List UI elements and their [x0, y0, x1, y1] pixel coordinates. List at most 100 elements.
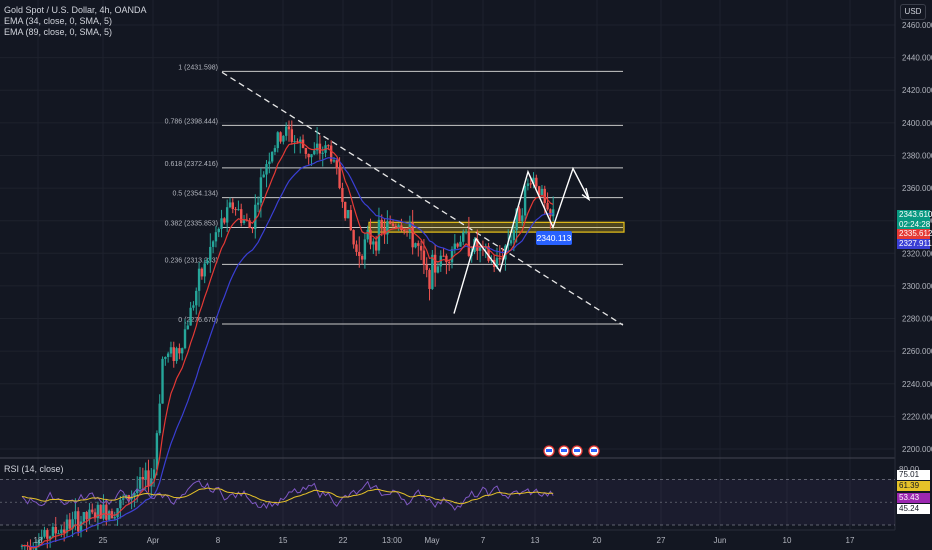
candle-body — [287, 126, 291, 130]
candle-body — [43, 530, 46, 537]
candle-body — [138, 476, 142, 489]
candle-body — [270, 151, 274, 162]
candle-body — [248, 220, 251, 229]
candle-body — [99, 504, 102, 519]
event-flag — [591, 449, 597, 452]
candle-body — [495, 258, 499, 268]
candle-body — [543, 188, 546, 203]
time-tick-label: 17 — [846, 536, 855, 545]
rsi-pane — [0, 478, 895, 526]
candle-body — [200, 268, 204, 277]
rsi-title[interactable]: RSI (14, close) — [4, 464, 64, 474]
candle-body — [329, 145, 333, 162]
candle-body — [388, 221, 392, 224]
candle-body — [498, 258, 501, 260]
candle-body — [453, 243, 457, 250]
price-tick-label: 2380.000 — [902, 151, 932, 160]
candle-body — [332, 160, 336, 162]
candle-body — [29, 546, 32, 550]
descending-trendline[interactable] — [221, 71, 624, 326]
rsi-line — [21, 480, 554, 511]
chart-legend: Gold Spot / U.S. Dollar, 4h, OANDA EMA (… — [4, 5, 147, 38]
candle-body — [335, 160, 338, 169]
candle-body — [532, 177, 535, 184]
candle-body — [105, 504, 108, 520]
fibonacci-retracement[interactable]: 1 (2431.598) 0.786 (2398.444) 0.618 (2372.… — [165, 64, 623, 325]
candle-body — [529, 183, 532, 185]
candle-body — [526, 183, 530, 186]
event-flag — [574, 449, 580, 452]
candle-body — [276, 132, 279, 149]
candle-body — [448, 262, 451, 264]
candle-body — [436, 266, 440, 273]
candle-body — [141, 476, 145, 480]
candle-body — [374, 241, 378, 251]
price-tick-label: 2200.000 — [902, 445, 932, 454]
candle-body — [299, 139, 302, 143]
ema-89-tag: 2327.911 — [897, 239, 932, 249]
ema-34-line — [22, 141, 554, 549]
projection-path[interactable] — [453, 166, 590, 314]
candle-body — [37, 539, 41, 547]
candle-body — [464, 231, 468, 233]
candle-body — [54, 526, 57, 534]
event-flag — [561, 449, 567, 452]
economic-events[interactable] — [543, 445, 600, 457]
candle-body — [214, 232, 218, 242]
candle-body — [363, 239, 367, 260]
candle-body — [391, 223, 395, 226]
candle-body — [166, 353, 170, 358]
time-tick-label: 10 — [783, 536, 792, 545]
candle-body — [462, 232, 465, 242]
candle-body — [369, 229, 372, 245]
rsi-tag-2: 61.39 — [897, 481, 930, 491]
rsi-tag-3: 53.43 — [897, 493, 930, 503]
candle-body — [62, 529, 66, 533]
time-tick-label: Jun — [714, 536, 727, 545]
candle-body — [71, 519, 74, 529]
candle-body — [290, 129, 294, 142]
ema-34-legend[interactable]: EMA (34, close, 0, SMA, 5) — [4, 16, 113, 26]
candle-body — [169, 347, 173, 354]
candle-body — [189, 307, 192, 326]
candle-body — [394, 225, 398, 228]
candle-body — [265, 164, 268, 175]
candle-body — [273, 148, 277, 152]
candle-body — [121, 498, 125, 500]
candle-body — [68, 519, 71, 529]
ema-89-legend[interactable]: EMA (89, close, 0, SMA, 5) — [4, 27, 113, 37]
projection-forecast[interactable] — [581, 187, 591, 202]
candle-body — [150, 478, 153, 487]
fib-label-0.5: 0.5 (2354.134) — [172, 191, 218, 198]
price-tick-label: 2280.000 — [902, 315, 932, 324]
candle-body — [161, 358, 164, 404]
candle-body — [172, 347, 175, 362]
candle-body — [48, 536, 52, 539]
candle-body — [512, 230, 516, 241]
candle-body — [540, 188, 544, 196]
price-callout[interactable]: 2340.113 — [536, 231, 572, 245]
candle-body — [197, 268, 201, 291]
rsi-ma-line — [21, 487, 554, 505]
time-tick-label: 13:00 — [382, 536, 403, 545]
price-tick-label: 2260.000 — [902, 347, 932, 356]
time-tick-label: 18 — [34, 536, 43, 545]
resistance-zone[interactable] — [368, 221, 625, 233]
candle-body — [521, 215, 524, 222]
candle-body — [433, 254, 437, 273]
candle-body — [366, 229, 369, 240]
symbol-title[interactable]: Gold Spot / U.S. Dollar, 4h, OANDA — [4, 5, 147, 15]
candle-body — [240, 209, 243, 223]
candle-body — [195, 290, 198, 306]
candle-body — [417, 243, 420, 246]
candle-body — [34, 546, 38, 550]
candle-body — [181, 348, 184, 354]
candle-body — [136, 488, 139, 494]
time-tick-label: 27 — [657, 536, 666, 545]
candle-body — [220, 218, 223, 229]
candle-body — [231, 202, 234, 210]
candle-body — [183, 329, 187, 349]
currency-button[interactable]: USD — [900, 4, 926, 20]
candle-body — [175, 348, 178, 362]
